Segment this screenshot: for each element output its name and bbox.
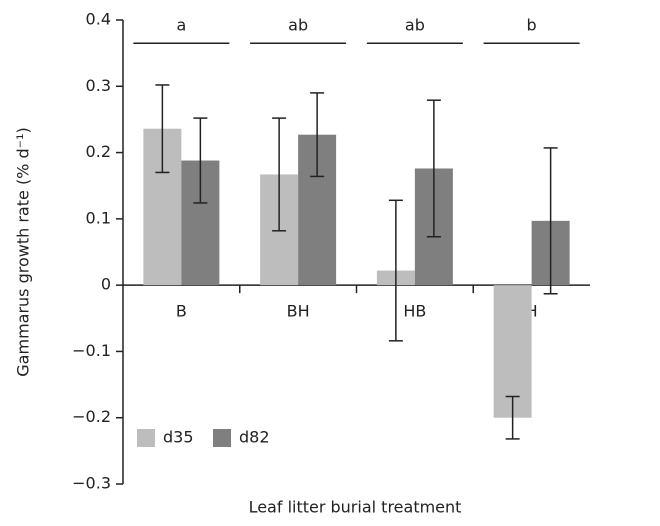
significance-letter: ab	[405, 16, 425, 35]
y-tick-label: 0.2	[86, 142, 111, 161]
legend-label: d82	[239, 428, 270, 447]
y-tick-label: −0.3	[72, 474, 111, 493]
x-axis-title: Leaf litter burial treatment	[249, 498, 462, 517]
y-tick-label: 0	[101, 275, 111, 294]
significance-letter: a	[176, 16, 186, 35]
x-tick-label: HB	[403, 302, 426, 321]
legend-swatch	[137, 429, 155, 447]
x-tick-label: B	[176, 302, 187, 321]
significance-letter: ab	[288, 16, 308, 35]
significance-letter: b	[527, 16, 537, 35]
y-tick-label: −0.2	[72, 407, 111, 426]
x-tick-label: BH	[287, 302, 310, 321]
y-tick-label: 0.4	[86, 10, 111, 29]
y-tick-label: 0.1	[86, 208, 111, 227]
legend-label: d35	[163, 428, 194, 447]
y-tick-label: −0.1	[72, 341, 111, 360]
legend-swatch	[213, 429, 231, 447]
y-axis-title: Gammarus growth rate (% d⁻¹)	[14, 127, 33, 376]
y-tick-label: 0.3	[86, 76, 111, 95]
bar	[493, 285, 532, 418]
